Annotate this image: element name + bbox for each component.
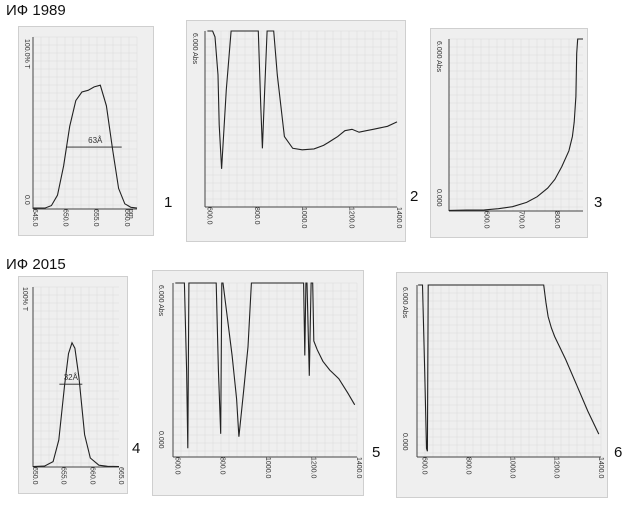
x-tick-label: 660.0: [123, 209, 130, 227]
heading-1989: ИФ 1989: [6, 2, 66, 19]
panel-number-4: 4: [132, 440, 141, 457]
series-line: [418, 284, 600, 452]
x-tick-label: 1000.0: [300, 207, 307, 229]
y-axis-label: 6.000 Abs: [401, 287, 408, 319]
chart-2: 600.0 800.0 1000.0 1200.0 1400.0 6.000 Abs: [191, 30, 402, 229]
y-axis-label: 6.000 Abs: [157, 285, 164, 317]
y-axis-label: 0.000: [401, 433, 408, 451]
x-tick-label: 1000.0: [509, 457, 516, 479]
chart-panel-6: 600.0 800.0 1000.0 1200.0 1400.0 6.000 Abs 0.0…: [396, 272, 608, 498]
fwhm-label: 32Å: [64, 373, 79, 382]
chart-panel-3: 600.0 700.0 800.0 6.000 Abs 0.000: [430, 28, 588, 238]
x-tick-label: 800.0: [219, 457, 226, 475]
series-line: [175, 282, 356, 449]
y-axis-label: 0.0: [23, 195, 30, 205]
x-tick-label: 600.0: [482, 211, 489, 229]
y-axis-label: 0.000: [435, 189, 442, 207]
series-line: [448, 38, 583, 211]
x-tick-label: 655.0: [60, 467, 67, 485]
chart-5: 600.0 800.0 1000.0 1200.0 1400.0 6.000 Abs 0.0…: [157, 282, 362, 479]
x-tick-label: 1200.0: [553, 457, 560, 479]
y-axis-label: 100% T: [21, 287, 28, 312]
x-tick-label: 600.0: [205, 207, 212, 225]
chart-grid: [416, 284, 602, 457]
x-tick-label: 660.0: [88, 467, 95, 485]
x-tick-label: 800.0: [465, 457, 472, 475]
chart-grid: [448, 38, 583, 211]
x-unit-label: nm: [127, 209, 134, 219]
x-tick-label: 600.0: [421, 457, 428, 475]
panel-number-3: 3: [594, 194, 603, 211]
x-tick-label: 1400.0: [355, 457, 362, 479]
chart-4: 650.0 655.0 660.0 665.0 100% T 32Å: [21, 286, 124, 485]
panel-number-2: 2: [410, 188, 419, 205]
x-tick-label: 650.0: [31, 467, 38, 485]
x-tick-label: 700.0: [518, 211, 525, 229]
y-axis-label: 6.000 Abs: [191, 33, 198, 65]
x-tick-label: 800.0: [553, 211, 560, 229]
x-tick-label: 600.0: [173, 457, 180, 475]
series-line: [207, 30, 398, 169]
x-tick-label: 1200.0: [348, 207, 355, 229]
x-tick-label: 1400.0: [395, 207, 402, 229]
chart-grid: [32, 36, 138, 209]
x-tick-label: 645.0: [31, 209, 38, 227]
panel-number-6: 6: [614, 444, 623, 461]
x-tick-label: 1400.0: [597, 457, 604, 479]
chart-1: 645.0 650.0 655.0 660.0 100.0% T 0.0 nm 63Å: [23, 36, 138, 227]
x-tick-label: 1000.0: [264, 457, 271, 479]
chart-3: 600.0 700.0 800.0 6.000 Abs 0.000: [435, 38, 583, 229]
panel-number-1: 1: [164, 194, 173, 211]
x-tick-label: 650.0: [62, 209, 69, 227]
x-tick-label: 1200.0: [310, 457, 317, 479]
x-tick-label: 655.0: [92, 209, 99, 227]
chart-panel-2: 600.0 800.0 1000.0 1200.0 1400.0 6.000 Abs: [186, 20, 406, 242]
chart-grid: [172, 282, 358, 457]
chart-panel-4: 650.0 655.0 660.0 665.0 100% T 32Å: [18, 276, 128, 494]
chart-6: 600.0 800.0 1000.0 1200.0 1400.0 6.000 Abs 0.0…: [401, 284, 604, 479]
panel-number-5: 5: [372, 444, 381, 461]
fwhm-label: 63Å: [88, 136, 103, 145]
series-line: [32, 84, 138, 209]
series-line: [32, 341, 120, 468]
chart-panel-5: 600.0 800.0 1000.0 1200.0 1400.0 6.000 Abs 0.0…: [152, 270, 364, 496]
y-axis-label: 100.0% T: [23, 39, 30, 70]
chart-panel-1: 645.0 650.0 655.0 660.0 100.0% T 0.0 nm 63Å: [18, 26, 154, 236]
heading-2015: ИФ 2015: [6, 256, 66, 273]
chart-grid: [204, 30, 398, 208]
chart-grid: [32, 286, 119, 467]
y-axis-label: 6.000 Abs: [435, 41, 442, 73]
x-tick-label: 800.0: [253, 207, 260, 225]
x-tick-label: 665.0: [117, 467, 124, 485]
y-axis-label: 0.000: [157, 431, 164, 449]
